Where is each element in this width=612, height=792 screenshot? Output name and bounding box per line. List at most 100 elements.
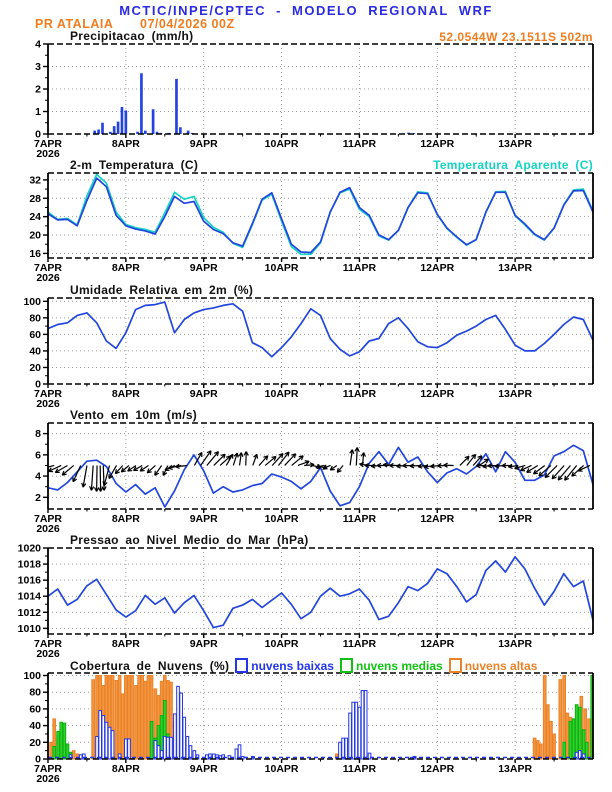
svg-text:8APR: 8APR bbox=[112, 513, 140, 525]
svg-text:32: 32 bbox=[29, 174, 41, 186]
svg-text:12APR: 12APR bbox=[420, 138, 454, 150]
svg-text:9APR: 9APR bbox=[190, 513, 218, 525]
svg-text:2026: 2026 bbox=[36, 773, 60, 785]
svg-text:9APR: 9APR bbox=[190, 638, 218, 650]
svg-text:40: 40 bbox=[29, 720, 41, 732]
svg-text:10APR: 10APR bbox=[265, 513, 299, 525]
svg-text:11APR: 11APR bbox=[343, 513, 377, 525]
svg-text:4: 4 bbox=[35, 471, 41, 483]
svg-text:28: 28 bbox=[29, 193, 41, 205]
svg-text:0: 0 bbox=[35, 129, 41, 141]
svg-text:9APR: 9APR bbox=[190, 262, 218, 274]
svg-text:20: 20 bbox=[29, 362, 41, 374]
chart-precipitation: 0 1 2 3 4 7APR 8APR 9APR 10APR 11APR 12APR 13APR 202… bbox=[34, 39, 594, 160]
svg-text:0: 0 bbox=[35, 754, 41, 766]
svg-text:60: 60 bbox=[29, 703, 41, 715]
svg-text:12APR: 12APR bbox=[420, 262, 454, 274]
svg-text:40: 40 bbox=[29, 345, 41, 357]
svg-text:24: 24 bbox=[29, 211, 41, 223]
svg-text:1020: 1020 bbox=[18, 543, 42, 555]
svg-text:1018: 1018 bbox=[18, 559, 42, 571]
legend-item-low-clouds: nuvens baixas bbox=[235, 658, 334, 673]
svg-text:1016: 1016 bbox=[18, 575, 42, 587]
svg-text:2026: 2026 bbox=[36, 648, 60, 660]
chart-title-pressure: Pressao ao Nivel Medio do Mar (hPa) bbox=[70, 533, 309, 547]
svg-text:8: 8 bbox=[35, 428, 41, 440]
svg-text:8APR: 8APR bbox=[112, 262, 140, 274]
chart-humidity: 0 20 40 60 80 100 7APR 8APR 9APR 10APR 11APR 12APR 1… bbox=[23, 296, 594, 410]
chart-title-temperature: 2-m Temperatura (C) bbox=[70, 158, 199, 172]
svg-text:2026: 2026 bbox=[36, 398, 60, 410]
header-location: 52.0544W 23.1511S 502m bbox=[439, 30, 593, 44]
svg-text:3: 3 bbox=[35, 61, 41, 73]
svg-text:12APR: 12APR bbox=[420, 513, 454, 525]
svg-text:12APR: 12APR bbox=[420, 388, 454, 400]
svg-text:100: 100 bbox=[23, 670, 41, 682]
chart-clouds: 0 20 40 60 80 100 7APR 8APR 9APR 10APR 11APR 12APR 1… bbox=[23, 670, 594, 785]
svg-text:13APR: 13APR bbox=[498, 262, 532, 274]
svg-text:80: 80 bbox=[29, 312, 41, 324]
svg-text:1012: 1012 bbox=[18, 607, 42, 619]
svg-text:13APR: 13APR bbox=[498, 513, 532, 525]
svg-text:4: 4 bbox=[35, 39, 41, 51]
svg-text:1: 1 bbox=[35, 106, 41, 118]
svg-text:12APR: 12APR bbox=[420, 763, 454, 775]
svg-text:80: 80 bbox=[29, 687, 41, 699]
svg-text:8APR: 8APR bbox=[112, 138, 140, 150]
svg-text:13APR: 13APR bbox=[498, 138, 532, 150]
legend-label-high-clouds: nuvens altas bbox=[464, 658, 538, 673]
header-station: PR ATALAIA bbox=[35, 17, 114, 31]
svg-text:20: 20 bbox=[29, 737, 41, 749]
legend-item-mid-clouds: nuvens medias bbox=[339, 658, 443, 673]
svg-text:11APR: 11APR bbox=[343, 388, 377, 400]
svg-text:60: 60 bbox=[29, 329, 41, 341]
svg-text:100: 100 bbox=[23, 296, 41, 308]
svg-text:7APR: 7APR bbox=[34, 763, 62, 775]
svg-text:2: 2 bbox=[35, 492, 41, 504]
svg-text:8APR: 8APR bbox=[112, 388, 140, 400]
svg-text:9APR: 9APR bbox=[190, 138, 218, 150]
chart-title-wind: Vento em 10m (m/s) bbox=[70, 408, 198, 422]
chart-wind: 2 4 6 8 7APR 8APR 9APR 10APR 11APR 12APR 13APR 2026 bbox=[34, 422, 594, 535]
svg-text:7APR: 7APR bbox=[34, 513, 62, 525]
legend-label-mid-clouds: nuvens medias bbox=[355, 658, 443, 673]
svg-text:10APR: 10APR bbox=[265, 262, 299, 274]
svg-text:7APR: 7APR bbox=[34, 262, 62, 274]
svg-text:11APR: 11APR bbox=[343, 763, 377, 775]
svg-text:7APR: 7APR bbox=[34, 638, 62, 650]
svg-text:1010: 1010 bbox=[18, 623, 42, 635]
legend-item-high-clouds: nuvens altas bbox=[448, 658, 538, 673]
svg-text:10APR: 10APR bbox=[265, 138, 299, 150]
svg-text:0: 0 bbox=[35, 379, 41, 391]
mid-clouds-swatch-icon bbox=[339, 658, 353, 673]
svg-text:11APR: 11APR bbox=[343, 138, 377, 150]
header-run-datetime: 07/04/2026 00Z bbox=[140, 17, 235, 31]
svg-text:11APR: 11APR bbox=[343, 638, 377, 650]
svg-text:20: 20 bbox=[29, 230, 41, 242]
chart-title-humidity: Umidade Relativa em 2m (%) bbox=[70, 283, 254, 297]
svg-text:7APR: 7APR bbox=[34, 388, 62, 400]
svg-text:10APR: 10APR bbox=[265, 763, 299, 775]
svg-text:1014: 1014 bbox=[18, 591, 42, 603]
svg-text:12APR: 12APR bbox=[420, 638, 454, 650]
high-clouds-swatch-icon bbox=[448, 658, 462, 673]
svg-text:13APR: 13APR bbox=[498, 638, 532, 650]
low-clouds-swatch-icon bbox=[235, 658, 249, 673]
legend-apparent-temperature: Temperatura Aparente (C) bbox=[433, 158, 593, 172]
svg-text:16: 16 bbox=[29, 248, 41, 260]
svg-text:9APR: 9APR bbox=[190, 763, 218, 775]
svg-text:11APR: 11APR bbox=[343, 262, 377, 274]
svg-text:2: 2 bbox=[35, 84, 41, 96]
svg-text:8APR: 8APR bbox=[112, 638, 140, 650]
chart-title-clouds: Cobertura de Nuvens (%) bbox=[70, 658, 230, 673]
header-title: MCTIC/INPE/CPTEC - MODELO REGIONAL WRF bbox=[119, 3, 493, 18]
svg-text:10APR: 10APR bbox=[265, 638, 299, 650]
svg-text:13APR: 13APR bbox=[498, 388, 532, 400]
svg-text:10APR: 10APR bbox=[265, 388, 299, 400]
svg-text:9APR: 9APR bbox=[190, 388, 218, 400]
svg-text:13APR: 13APR bbox=[498, 763, 532, 775]
clouds-title-row: Cobertura de Nuvens (%) nuvens baixas nu… bbox=[70, 658, 537, 673]
svg-text:2026: 2026 bbox=[36, 148, 60, 160]
